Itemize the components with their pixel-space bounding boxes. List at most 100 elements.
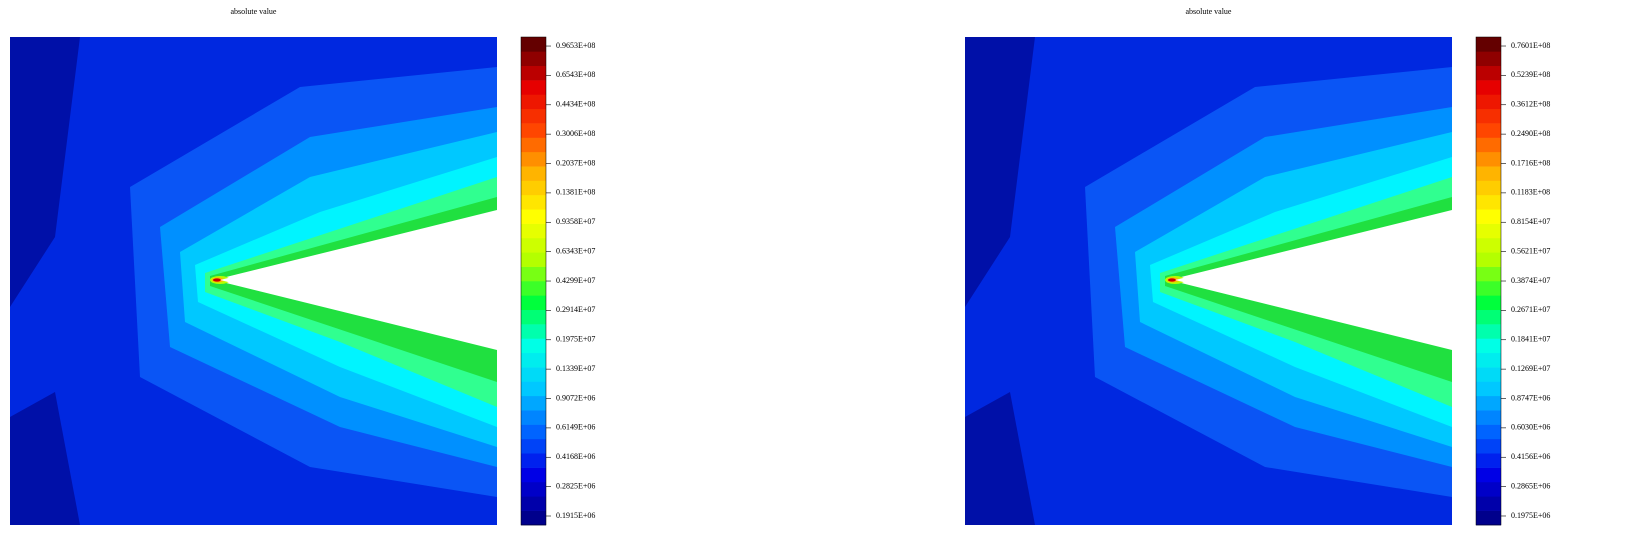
colorbar-band <box>1476 209 1501 224</box>
colorbar-band <box>1476 223 1501 239</box>
colorbar-tick-label: 0.5621E+07 <box>1511 246 1550 255</box>
contour-region <box>965 392 1035 525</box>
colorbar-tick-label: 0.6543E+08 <box>556 70 595 79</box>
colorbar-band <box>521 123 546 138</box>
colorbar-tick-label: 0.2865E+06 <box>1511 481 1550 490</box>
chart-title: absolute value <box>231 7 277 16</box>
colorbar-band <box>1476 151 1501 167</box>
colorbar-band <box>521 151 546 167</box>
crack <box>220 212 497 348</box>
colorbar-band <box>521 410 546 425</box>
colorbar-tick-label: 0.2914E+07 <box>556 305 595 314</box>
colorbar-band <box>521 481 546 497</box>
colorbar-tick-label: 0.1381E+08 <box>556 188 595 197</box>
colorbar-band <box>521 166 546 181</box>
colorbar-tick-label: 0.5239E+08 <box>1511 70 1550 79</box>
colorbar-band <box>521 51 546 67</box>
colorbar-band <box>521 309 546 325</box>
colorbar-tick-label: 0.1975E+06 <box>1511 511 1550 520</box>
colorbar-band <box>521 467 546 483</box>
colorbar-band <box>1476 338 1501 354</box>
contour-region <box>10 37 80 307</box>
colorbar-band <box>1476 281 1501 296</box>
colorbar-tick-label: 0.3006E+08 <box>556 129 595 138</box>
colorbar-tick-label: 0.3874E+07 <box>1511 276 1550 285</box>
colorbar-tick-label: 0.1339E+07 <box>556 364 595 373</box>
colorbar-band <box>521 510 546 526</box>
crack-tip <box>213 278 221 282</box>
colorbar-tick-label: 0.1841E+07 <box>1511 335 1550 344</box>
chart-title: absolute value <box>1186 7 1232 16</box>
colorbar-band <box>1476 438 1501 454</box>
colorbar-band <box>1476 467 1501 483</box>
contour-field <box>965 37 1452 525</box>
colorbar-tick-label: 0.2037E+08 <box>556 158 595 167</box>
colorbar-band <box>1476 453 1501 468</box>
colorbar-band <box>1476 51 1501 67</box>
colorbar-tick-label: 0.8154E+07 <box>1511 217 1550 226</box>
colorbar-band <box>521 80 546 95</box>
colorbar-band <box>521 108 546 124</box>
colorbar-band <box>521 496 546 511</box>
colorbar-tick-label: 0.2825E+06 <box>556 481 595 490</box>
colorbar-tick-label: 0.7601E+08 <box>1511 41 1550 50</box>
colorbar-band <box>521 65 546 81</box>
colorbar-band <box>1476 481 1501 497</box>
colorbar-band <box>1476 194 1501 210</box>
colorbar-band <box>521 180 546 196</box>
colorbar-band <box>1476 496 1501 511</box>
colorbar-tick-label: 0.9653E+08 <box>556 41 595 50</box>
colorbar-band <box>1476 65 1501 81</box>
colorbar-band <box>1476 381 1501 397</box>
colorbar-tick-label: 0.9358E+07 <box>556 217 595 226</box>
colorbar-tick-label: 0.4299E+07 <box>556 276 595 285</box>
colorbar-band <box>521 266 546 282</box>
colorbar-band <box>521 438 546 454</box>
colorbar-band <box>521 94 546 110</box>
colorbar-band <box>521 223 546 239</box>
colorbar-band <box>521 324 546 339</box>
colorbar-tick-label: 0.8747E+06 <box>1511 393 1550 402</box>
colorbar-band <box>521 194 546 210</box>
colorbar-band <box>1476 80 1501 95</box>
colorbar-tick-label: 0.6149E+06 <box>556 423 595 432</box>
colorbar-tick-label: 0.3612E+08 <box>1511 100 1550 109</box>
colorbar-band <box>521 453 546 468</box>
colorbar-tick-label: 0.1183E+08 <box>1511 188 1550 197</box>
colorbar-band <box>1476 309 1501 325</box>
colorbar-band <box>521 252 546 267</box>
crack <box>1175 212 1452 348</box>
colorbar-band <box>1476 237 1501 253</box>
colorbar-band <box>521 281 546 296</box>
colorbar-band <box>1476 395 1501 411</box>
colorbar-tick-label: 0.2671E+07 <box>1511 305 1550 314</box>
colorbar-band <box>521 209 546 224</box>
colorbar-tick-label: 0.6030E+06 <box>1511 423 1550 432</box>
colorbar-tick-label: 0.1716E+08 <box>1511 158 1550 167</box>
colorbar-band <box>1476 367 1501 382</box>
colorbar-band <box>1476 324 1501 339</box>
colorbar-band <box>521 367 546 382</box>
colorbar-band <box>1476 108 1501 124</box>
colorbar-tick-label: 0.4168E+06 <box>556 452 595 461</box>
colorbar-band <box>521 424 546 440</box>
colorbar-tick-label: 0.4156E+06 <box>1511 452 1550 461</box>
colorbar-tick-label: 0.4434E+08 <box>556 100 595 109</box>
colorbar-band <box>1476 94 1501 110</box>
colorbar-band <box>1476 510 1501 526</box>
colorbar-band <box>1476 410 1501 425</box>
colorbar-tick-label: 0.1975E+07 <box>556 335 595 344</box>
colorbar-band <box>521 395 546 411</box>
colorbar-band <box>521 137 546 153</box>
colorbar-tick-label: 0.6343E+07 <box>556 246 595 255</box>
colorbar-band <box>521 237 546 253</box>
colorbar-band <box>1476 266 1501 282</box>
crack-tip <box>1168 278 1176 282</box>
colorbar-band <box>1476 123 1501 138</box>
colorbar-tick-label: 0.1915E+06 <box>556 511 595 520</box>
colorbar-band <box>1476 180 1501 196</box>
contour-region <box>965 37 1035 307</box>
colorbar-band <box>1476 137 1501 153</box>
colorbar-band <box>1476 252 1501 267</box>
